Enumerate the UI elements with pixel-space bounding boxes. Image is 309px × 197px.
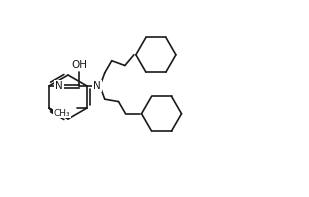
Text: CH₃: CH₃ xyxy=(54,109,70,117)
Text: OH: OH xyxy=(71,60,87,70)
Text: N: N xyxy=(55,81,63,91)
Text: N: N xyxy=(93,81,101,91)
